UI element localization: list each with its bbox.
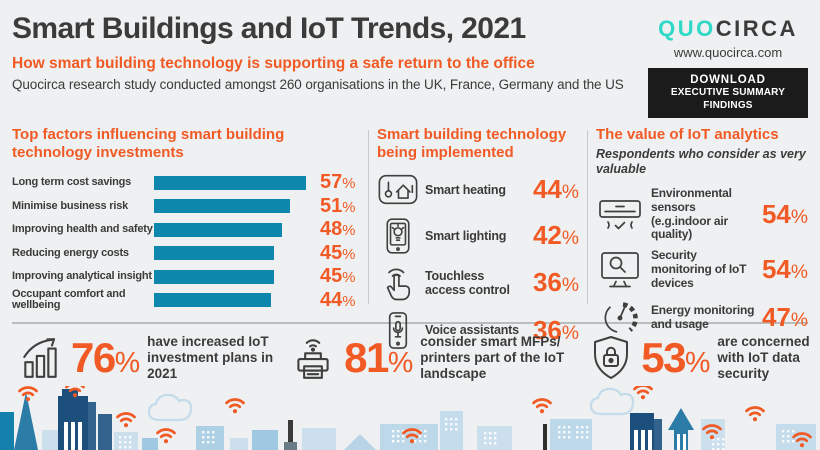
stat-value: 81% bbox=[344, 334, 414, 382]
bar bbox=[154, 175, 314, 190]
quocirca-logo: QUOCIRCA bbox=[648, 16, 808, 42]
shield-lock-icon bbox=[588, 334, 634, 382]
section-iot-analytics: The value of IoT analytics Respondents w… bbox=[596, 126, 808, 333]
download-button[interactable]: DOWNLOAD EXECUTIVE SUMMARY FINDINGS bbox=[648, 68, 808, 119]
bar bbox=[154, 269, 314, 284]
bar-category-label: Improving analytical insight bbox=[12, 270, 152, 282]
bar-value-label: 45% bbox=[320, 265, 356, 287]
wireless-printer-icon bbox=[289, 334, 337, 382]
bar-category-label: Improving health and safety bbox=[12, 223, 153, 235]
stat-iot-investment: 76% have increased IoT investment plans … bbox=[18, 334, 289, 382]
stat-value: 76% bbox=[71, 334, 141, 382]
bar bbox=[154, 199, 314, 213]
page-title: Smart Buildings and IoT Trends, 2021 bbox=[12, 12, 526, 45]
vertical-divider bbox=[587, 130, 588, 305]
bar-category-label: Long term cost savings bbox=[12, 176, 132, 188]
section-title: The value of IoT analytics bbox=[596, 126, 779, 144]
smart-heating-icon bbox=[377, 173, 419, 206]
bar-row: Improving health and safety 48% bbox=[12, 218, 360, 242]
air-conditioner-icon bbox=[596, 197, 644, 233]
list-item: Voice assistants 36% bbox=[377, 311, 579, 350]
list-item: Touchless access control 36% bbox=[377, 263, 579, 303]
item-value: 44% bbox=[532, 174, 579, 205]
bar-row: Occupant comfort and wellbeing 44% bbox=[12, 288, 360, 312]
list-item: Energy monitoring and usage 47% bbox=[596, 298, 808, 338]
item-value: 54% bbox=[761, 199, 808, 230]
bar bbox=[154, 246, 314, 260]
stat-text: consider smart MFPs/ printers part of th… bbox=[420, 334, 565, 382]
bar bbox=[154, 222, 314, 237]
section-title: Top factors influencing smart building t… bbox=[12, 126, 285, 162]
city-skyline-illustration bbox=[0, 386, 816, 450]
headline-stats: 76% have increased IoT investment plans … bbox=[0, 324, 820, 382]
list-item: Security monitoring of IoT devices 54% bbox=[596, 248, 808, 290]
bar-category-label: Reducing energy costs bbox=[12, 246, 129, 259]
item-label: Energy monitoring and usage bbox=[651, 302, 755, 331]
bar-row: Long term cost savings 57% bbox=[12, 171, 360, 195]
header: Smart Buildings and IoT Trends, 2021 How… bbox=[0, 0, 820, 119]
bar-value-label: 44% bbox=[320, 288, 356, 311]
header-right: QUOCIRCA www.quocirca.com DOWNLOAD EXECU… bbox=[648, 12, 808, 119]
energy-gauge-icon bbox=[596, 298, 644, 338]
touchless-access-icon bbox=[377, 263, 419, 303]
website-url[interactable]: www.quocirca.com bbox=[673, 45, 783, 60]
item-label: Touchless access control bbox=[425, 268, 510, 297]
stat-text: are concerned with IoT data security bbox=[717, 334, 810, 382]
voice-assistant-icon bbox=[377, 311, 419, 350]
item-label: Environmental sensors (e.g.indoor air qu… bbox=[651, 186, 732, 242]
download-button-line2: EXECUTIVE SUMMARY FINDINGS bbox=[670, 87, 786, 111]
item-value: 36% bbox=[532, 267, 579, 298]
section-tech-implemented: Smart building technology being implemen… bbox=[377, 126, 579, 349]
bar-row: Reducing energy costs 45% bbox=[12, 241, 360, 265]
logo-part-quo: QUO bbox=[658, 16, 716, 41]
item-value: 47% bbox=[761, 302, 808, 333]
download-button-line1: DOWNLOAD bbox=[690, 74, 766, 86]
vertical-divider bbox=[368, 130, 369, 305]
item-value: 54% bbox=[761, 254, 808, 285]
bar-row: Minimise business risk 51% bbox=[12, 194, 360, 218]
bar-value-label: 57% bbox=[320, 171, 356, 193]
subtitle: How smart building technology is support… bbox=[12, 55, 535, 72]
bar bbox=[154, 293, 314, 307]
horizontal-divider bbox=[12, 322, 808, 325]
security-monitor-icon bbox=[596, 250, 644, 290]
stat-value: 53% bbox=[641, 334, 711, 382]
list-item: Environmental sensors (e.g.indoor air qu… bbox=[596, 186, 808, 242]
stat-smart-mfps: 81% consider smart MFPs/ printers part o… bbox=[289, 334, 588, 382]
item-value: 42% bbox=[532, 220, 579, 251]
content-columns: Top factors influencing smart building t… bbox=[0, 118, 820, 349]
growth-chart-icon bbox=[18, 335, 64, 381]
item-label: Voice assistants bbox=[425, 323, 519, 338]
item-label: Smart lighting bbox=[425, 228, 507, 243]
section-subtitle: Respondents who consider as very valuabl… bbox=[596, 147, 806, 177]
bar-category-label: Occupant comfort and wellbeing bbox=[12, 288, 126, 311]
logo-part-circa: CIRCA bbox=[715, 16, 798, 41]
bar-row: Improving analytical insight 45% bbox=[12, 265, 360, 289]
stat-text: have increased IoT investment plans in 2… bbox=[147, 334, 274, 382]
bar-value-label: 45% bbox=[320, 241, 356, 264]
item-value: 36% bbox=[532, 314, 579, 345]
stat-iot-security: 53% are concerned with IoT data security bbox=[588, 334, 820, 382]
bar-category-label: Minimise business risk bbox=[12, 199, 129, 212]
smart-lighting-icon bbox=[377, 217, 419, 255]
section-title: Smart building technology being implemen… bbox=[377, 126, 567, 162]
header-left: Smart Buildings and IoT Trends, 2021 How… bbox=[12, 12, 624, 118]
study-description: Quocirca research study conducted amongs… bbox=[12, 77, 624, 92]
list-item: Smart heating 44% bbox=[377, 171, 579, 209]
list-item: Smart lighting 42% bbox=[377, 217, 579, 255]
item-label: Security monitoring of IoT devices bbox=[651, 248, 747, 290]
item-label: Smart heating bbox=[425, 182, 506, 197]
bar-value-label: 48% bbox=[320, 218, 356, 240]
section-top-factors: Top factors influencing smart building t… bbox=[12, 126, 360, 314]
bar-value-label: 51% bbox=[320, 194, 356, 217]
